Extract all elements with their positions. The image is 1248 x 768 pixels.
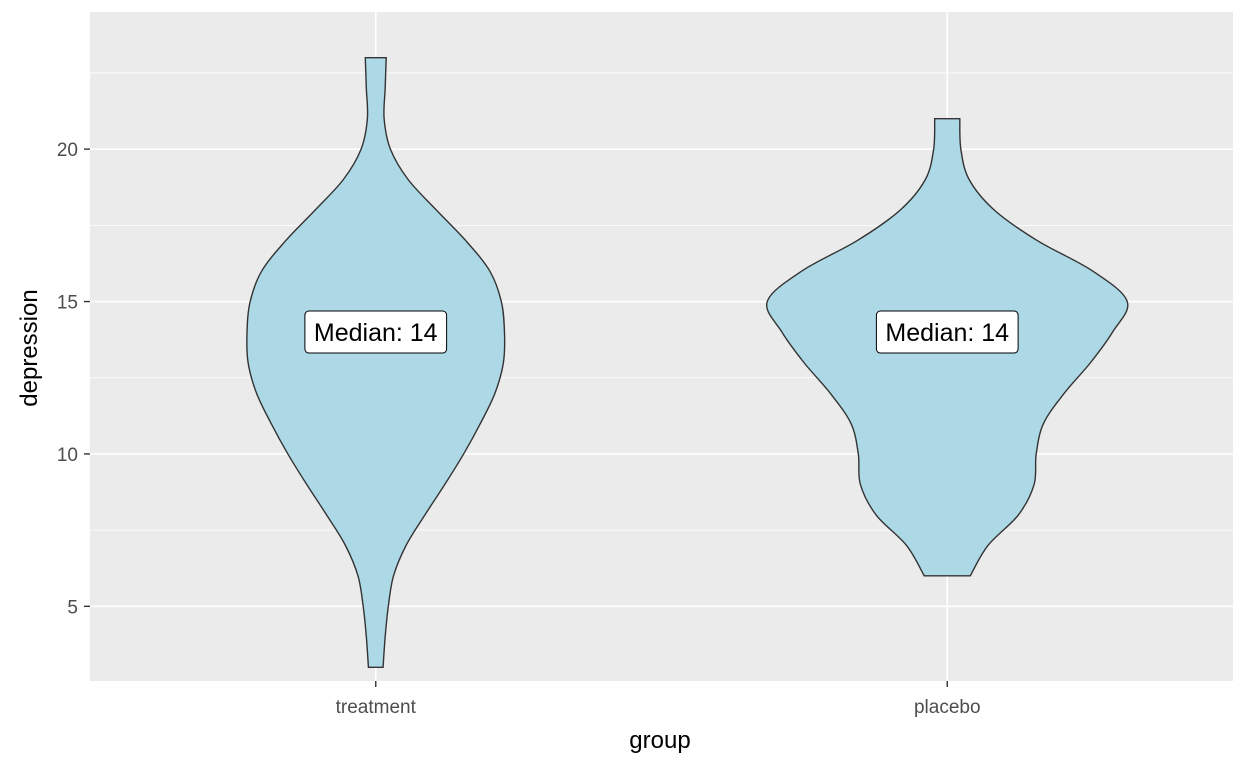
median-label-treatment: Median: 14 (304, 310, 448, 354)
y-tick-label: 10 (57, 445, 78, 466)
label-box (875, 310, 1019, 354)
x-tick-label: placebo (914, 697, 981, 718)
label-box (304, 310, 448, 354)
x-axis-title: group (629, 727, 690, 754)
x-tick-label: treatment (336, 697, 417, 718)
violin-treatment (246, 57, 506, 668)
median-label-placebo: Median: 14 (875, 310, 1019, 354)
y-tick-label: 5 (67, 597, 78, 618)
median-label-text: Median: 14 (885, 319, 1009, 347)
x-axis: treatment placebo (336, 681, 981, 718)
y-tick-label: 15 (57, 293, 78, 314)
median-label-text: Median: 14 (314, 319, 438, 347)
y-axis: 5 10 15 20 (57, 140, 90, 618)
y-axis-title: depression (16, 289, 43, 406)
annotations: Median: 14 Median: 14 (304, 310, 1019, 354)
y-tick-label: 20 (57, 140, 78, 161)
